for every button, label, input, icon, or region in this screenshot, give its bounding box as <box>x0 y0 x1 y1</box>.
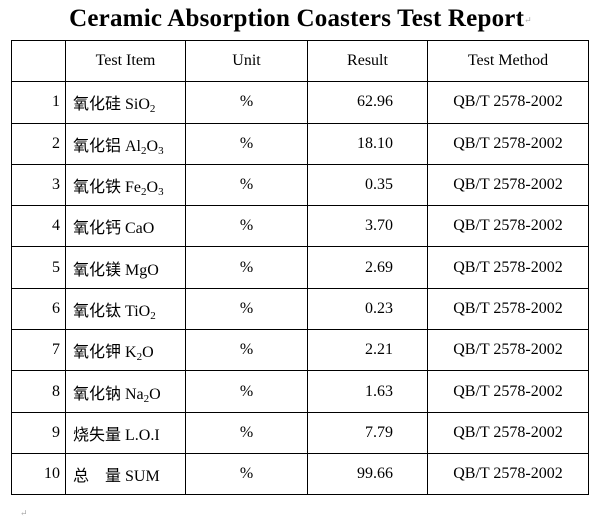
paragraph-mark-icon: ↵ <box>20 508 28 518</box>
result: 2.69 <box>307 246 428 289</box>
table-row: 4 氧化钙 CaO% 3.70 QB/T 2578-2002 <box>11 205 589 248</box>
table-row: 7 氧化钾 K2O% 2.21 QB/T 2578-2002 <box>11 329 589 372</box>
test-method: QB/T 2578-2002 <box>427 122 589 165</box>
header-result: Result <box>307 39 428 83</box>
table-row: 9 烧失量 L.O.I% 7.79 QB/T 2578-2002 <box>11 411 589 454</box>
test-item: 氧化钛 TiO2 <box>65 287 186 331</box>
header-test-method: Test Method <box>427 39 589 83</box>
table-row: 8 氧化钠 Na2O% 1.63 QB/T 2578-2002 <box>11 370 589 413</box>
row-number: 3 <box>11 163 66 207</box>
unit: % <box>185 81 308 124</box>
header-test-item: Test Item <box>65 39 186 83</box>
table-header-row: Test Item Unit Result Test Method <box>11 39 589 83</box>
result: 0.23 <box>307 287 428 331</box>
result: 18.10 <box>307 122 428 165</box>
unit: % <box>185 122 308 165</box>
unit: % <box>185 411 308 454</box>
table-row: 3 氧化铁 Fe2O3% 0.35 QB/T 2578-2002 <box>11 163 589 207</box>
title-text: Ceramic Absorption Coasters Test Report <box>69 5 525 32</box>
table-row: 6 氧化钛 TiO2% 0.23 QB/T 2578-2002 <box>11 287 589 331</box>
test-item: 氧化钠 Na2O <box>65 370 186 413</box>
table-row: 5 氧化镁 MgO% 2.69 QB/T 2578-2002 <box>11 246 589 289</box>
row-number: 7 <box>11 329 66 372</box>
test-method: QB/T 2578-2002 <box>427 205 589 248</box>
unit: % <box>185 452 308 496</box>
test-item: 氧化铝 Al2O3 <box>65 122 186 165</box>
row-number: 10 <box>11 452 66 496</box>
test-method: QB/T 2578-2002 <box>427 329 589 372</box>
row-number: 5 <box>11 246 66 289</box>
test-method: QB/T 2578-2002 <box>427 370 589 413</box>
test-item: 氧化镁 MgO <box>65 246 186 289</box>
result: 3.70 <box>307 205 428 248</box>
result: 0.35 <box>307 163 428 207</box>
unit: % <box>185 287 308 331</box>
test-method: QB/T 2578-2002 <box>427 246 589 289</box>
unit: % <box>185 246 308 289</box>
header-unit: Unit <box>185 39 308 83</box>
test-item: 总 量 SUM <box>65 452 186 496</box>
header-no <box>11 39 66 83</box>
page-title: Ceramic Absorption Coasters Test Report↵ <box>0 5 601 33</box>
row-number: 2 <box>11 122 66 165</box>
result: 99.66 <box>307 452 428 496</box>
test-method: QB/T 2578-2002 <box>427 452 589 496</box>
test-item: 氧化铁 Fe2O3 <box>65 163 186 207</box>
result: 2.21 <box>307 329 428 372</box>
row-number: 9 <box>11 411 66 454</box>
test-report-table: Test Item Unit Result Test Method 1 氧化硅 S… <box>11 39 589 496</box>
row-number: 8 <box>11 370 66 413</box>
row-number: 4 <box>11 205 66 248</box>
row-number: 1 <box>11 81 66 124</box>
test-method: QB/T 2578-2002 <box>427 411 589 454</box>
unit: % <box>185 370 308 413</box>
test-method: QB/T 2578-2002 <box>427 81 589 124</box>
result: 62.96 <box>307 81 428 124</box>
test-item: 氧化硅 SiO2 <box>65 81 186 124</box>
table-row: 2 氧化铝 Al2O3% 18.10 QB/T 2578-2002 <box>11 122 589 165</box>
table-row: 10 总 量 SUM% 99.66 QB/T 2578-2002 <box>11 452 589 496</box>
test-method: QB/T 2578-2002 <box>427 163 589 207</box>
paragraph-mark-icon: ↵ <box>524 14 532 25</box>
unit: % <box>185 205 308 248</box>
test-item: 氧化钙 CaO <box>65 205 186 248</box>
test-item: 烧失量 L.O.I <box>65 411 186 454</box>
result: 1.63 <box>307 370 428 413</box>
unit: % <box>185 163 308 207</box>
row-number: 6 <box>11 287 66 331</box>
result: 7.79 <box>307 411 428 454</box>
table-row: 1 氧化硅 SiO2% 62.96 QB/T 2578-2002 <box>11 81 589 124</box>
test-item: 氧化钾 K2O <box>65 329 186 372</box>
test-method: QB/T 2578-2002 <box>427 287 589 331</box>
unit: % <box>185 329 308 372</box>
